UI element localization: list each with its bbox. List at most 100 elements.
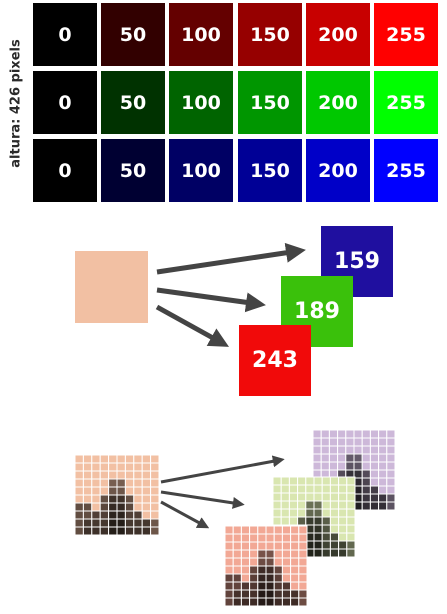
pixel-square xyxy=(82,502,93,512)
pixel-square xyxy=(353,453,363,463)
pixel-square xyxy=(133,526,143,536)
pixel-square xyxy=(108,510,118,520)
pixel-square xyxy=(345,453,355,463)
pixel-square xyxy=(232,573,242,583)
pixel-square xyxy=(297,484,307,494)
arrow-to-red xyxy=(155,304,229,347)
pixel-square xyxy=(141,486,152,496)
pixel-square xyxy=(290,589,300,599)
pixel-square xyxy=(108,494,118,504)
pixel-square xyxy=(74,526,84,536)
pixel-square xyxy=(108,518,118,528)
pixel-square xyxy=(378,493,388,503)
pixel-square xyxy=(320,445,330,455)
pixel-square xyxy=(378,461,388,471)
pixel-square xyxy=(305,476,315,486)
pixel-square xyxy=(346,508,356,518)
pixel-square xyxy=(361,493,371,503)
pixel-square xyxy=(321,548,331,558)
pixel-square xyxy=(288,516,299,526)
pixel-square xyxy=(337,429,347,439)
pixel-square xyxy=(313,508,323,518)
pixel-square xyxy=(249,565,259,575)
green-cell-150: 150 xyxy=(238,71,302,134)
pixel-square xyxy=(265,573,275,583)
red-channel-image xyxy=(224,525,308,607)
pixel-square xyxy=(124,470,135,480)
blue-cell-100: 100 xyxy=(169,139,233,202)
pixel-square xyxy=(386,493,396,503)
pixel-square xyxy=(273,589,283,599)
pixel-square xyxy=(82,510,93,520)
pixel-square xyxy=(99,454,110,464)
pixel-square xyxy=(249,573,259,583)
red-cell-150: 150 xyxy=(238,3,302,66)
pixel-square xyxy=(249,541,259,551)
pixel-square xyxy=(240,533,251,543)
pixel-square xyxy=(369,501,380,511)
pixel-square xyxy=(224,573,234,583)
pixel-square xyxy=(281,525,292,535)
pixel-square xyxy=(290,549,300,559)
pixel-square xyxy=(290,573,300,583)
pixel-square xyxy=(329,508,340,518)
pixel-square xyxy=(108,526,118,536)
pixel-square xyxy=(272,476,282,486)
pixel-square xyxy=(361,485,371,495)
pixel-square xyxy=(224,533,234,543)
pixel-square xyxy=(224,589,234,599)
pixel-square xyxy=(116,518,126,528)
blue-cell-255: 255 xyxy=(374,139,438,202)
pixel-square xyxy=(249,533,259,543)
pixel-square xyxy=(297,516,307,526)
red-cell-100: 100 xyxy=(169,3,233,66)
pixel-square xyxy=(281,589,292,599)
pixel-square xyxy=(240,565,251,575)
pixel-square xyxy=(82,486,93,496)
pixel-square xyxy=(378,453,388,463)
pixel-square xyxy=(346,540,356,550)
pixel-square xyxy=(108,454,118,464)
pixel-square xyxy=(91,510,101,520)
channel-value-grid: 0 50 100 150 200 255 0 50 100 150 200 255 0 50 100 150 2… xyxy=(33,3,443,203)
green-cell-100: 100 xyxy=(169,71,233,134)
pixel-square xyxy=(99,478,110,488)
pixel-square xyxy=(305,508,315,518)
pixel-square xyxy=(321,476,331,486)
pixel-square xyxy=(141,526,152,536)
pixel-square xyxy=(272,500,282,510)
red-cell-0: 0 xyxy=(33,3,97,66)
pixel-square xyxy=(320,437,330,447)
pixel-square xyxy=(345,445,355,455)
pixel-square xyxy=(338,540,348,550)
pixel-square xyxy=(273,533,283,543)
pixel-square xyxy=(124,526,135,536)
pixel-square xyxy=(369,469,380,479)
arrow-to-green xyxy=(156,287,266,313)
pixel-square xyxy=(232,597,242,607)
pixel-square xyxy=(141,478,152,488)
pixel-square xyxy=(116,470,126,480)
pixel-square xyxy=(361,429,371,439)
pixel-square xyxy=(150,486,160,496)
pixel-square xyxy=(312,445,322,455)
pixel-square xyxy=(91,478,101,488)
pixel-square xyxy=(224,581,234,591)
pixel-square xyxy=(257,541,267,551)
pixel-square xyxy=(74,470,84,480)
pixel-square xyxy=(386,429,396,439)
pixel-square xyxy=(346,524,356,534)
pixel-square xyxy=(329,476,340,486)
pixel-square xyxy=(240,557,251,567)
pixel-square xyxy=(249,525,259,535)
pixel-square xyxy=(313,516,323,526)
pixel-square xyxy=(141,510,152,520)
arrow-to-green-channel xyxy=(160,490,245,509)
pixel-square xyxy=(224,597,234,607)
pixel-square xyxy=(280,516,290,526)
pixel-square xyxy=(346,532,356,542)
pixel-square xyxy=(281,597,292,607)
pixel-square xyxy=(353,461,363,471)
pixel-square xyxy=(82,462,93,472)
pixel-square xyxy=(346,492,356,502)
